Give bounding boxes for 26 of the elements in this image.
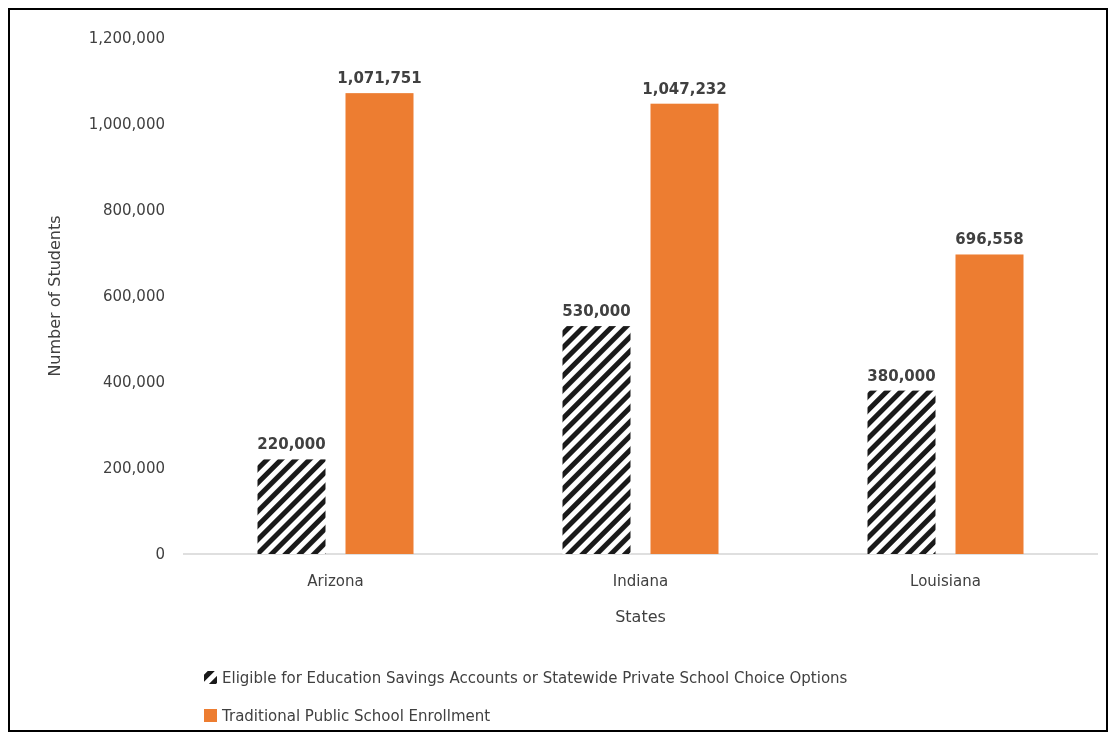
legend-label: Traditional Public School Enrollment [221,707,491,726]
y-tick-label: 600,000 [102,287,165,306]
data-label: 696,558 [955,230,1024,249]
y-tick-label: 0 [155,545,165,564]
y-tick-label: 400,000 [102,373,165,392]
bar [562,326,631,554]
y-tick-label: 1,000,000 [88,115,165,134]
y-axis-title: Number of Students [45,215,64,377]
data-label: 1,071,751 [337,69,422,88]
data-label: 380,000 [867,366,936,385]
data-label: 220,000 [257,435,326,454]
bar [650,103,719,554]
x-tick-label: Louisiana [910,572,981,590]
bar [345,93,414,554]
y-tick-label: 1,200,000 [88,29,165,48]
x-tick-label: Arizona [307,572,364,590]
legend-label: Eligible for Education Savings Accounts or Statewide Private School Choice Options [222,669,848,688]
x-tick-label: Indiana [612,572,669,590]
data-label: 530,000 [562,302,631,321]
data-label: 1,047,232 [642,79,727,98]
bar [955,254,1024,554]
bar [257,459,326,554]
y-tick-label: 200,000 [102,459,165,478]
x-axis-title: States [615,607,666,626]
y-tick-label: 800,000 [102,201,165,220]
bar [867,390,936,554]
